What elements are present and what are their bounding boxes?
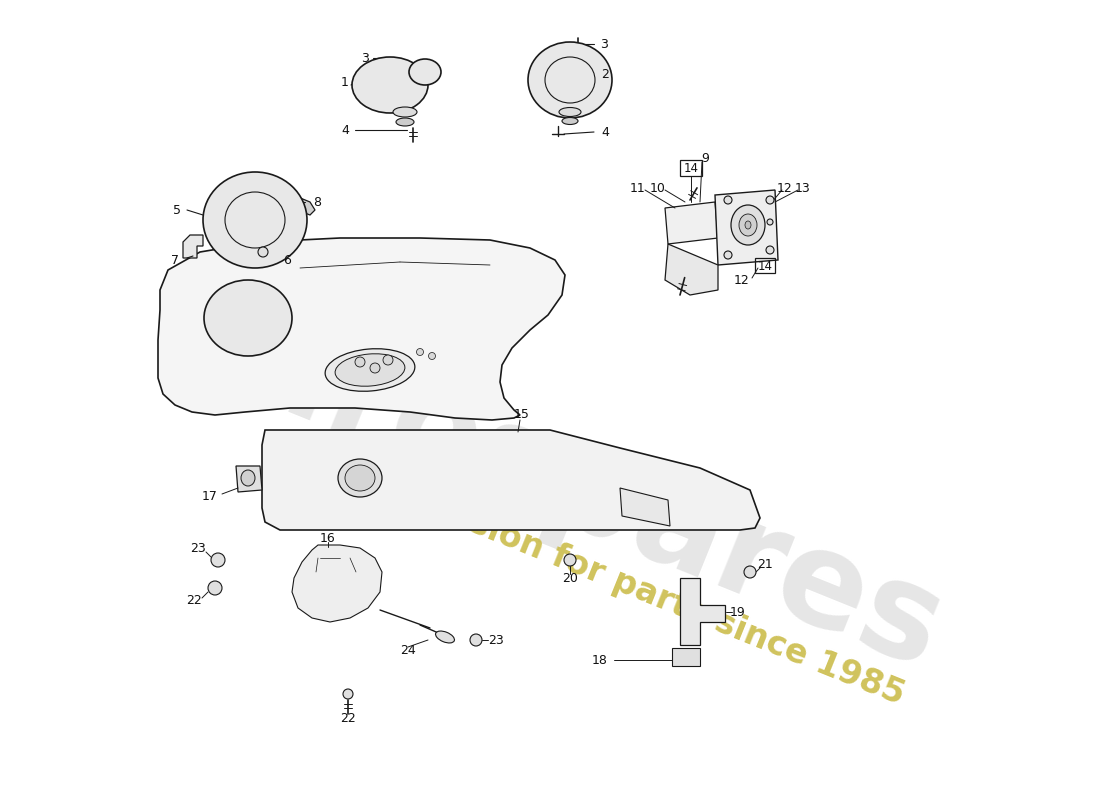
Text: 14: 14 [683, 162, 698, 174]
Circle shape [766, 246, 774, 254]
Ellipse shape [336, 354, 405, 386]
Polygon shape [292, 545, 382, 622]
Text: 16: 16 [320, 531, 336, 545]
Polygon shape [715, 190, 778, 265]
Circle shape [208, 581, 222, 595]
Text: 14: 14 [758, 259, 772, 273]
Ellipse shape [559, 107, 581, 117]
Text: 22: 22 [186, 594, 202, 606]
Ellipse shape [732, 205, 764, 245]
Ellipse shape [562, 118, 578, 125]
Polygon shape [262, 430, 760, 530]
Text: 21: 21 [757, 558, 773, 571]
Text: 8: 8 [314, 195, 321, 209]
Circle shape [766, 196, 774, 204]
Polygon shape [620, 488, 670, 526]
Text: 18: 18 [592, 654, 608, 666]
Polygon shape [666, 202, 718, 244]
Polygon shape [293, 195, 315, 215]
Text: 23: 23 [488, 634, 504, 646]
Text: 13: 13 [795, 182, 811, 194]
Polygon shape [666, 244, 718, 295]
Text: 9: 9 [701, 151, 708, 165]
Polygon shape [680, 578, 725, 645]
Text: 4: 4 [601, 126, 609, 138]
Polygon shape [183, 235, 204, 258]
Ellipse shape [745, 221, 751, 229]
Circle shape [744, 566, 756, 578]
Ellipse shape [436, 631, 454, 643]
Ellipse shape [345, 465, 375, 491]
Ellipse shape [528, 42, 612, 118]
Text: 24: 24 [400, 643, 416, 657]
Text: 23: 23 [190, 542, 206, 554]
Ellipse shape [396, 118, 414, 126]
Text: 5: 5 [173, 203, 182, 217]
Text: 12: 12 [777, 182, 793, 194]
Circle shape [370, 363, 379, 373]
Circle shape [724, 196, 732, 204]
FancyBboxPatch shape [672, 648, 700, 666]
Circle shape [564, 554, 576, 566]
Circle shape [429, 353, 436, 359]
Text: 7: 7 [170, 254, 179, 266]
Circle shape [211, 553, 226, 567]
Ellipse shape [739, 214, 757, 236]
Text: 3: 3 [601, 38, 608, 50]
Text: 11: 11 [630, 182, 646, 194]
Circle shape [724, 251, 732, 259]
Text: 6: 6 [283, 254, 290, 266]
Text: 15: 15 [514, 409, 530, 422]
Ellipse shape [204, 280, 292, 356]
Text: 20: 20 [562, 571, 578, 585]
Text: 12: 12 [734, 274, 750, 286]
Ellipse shape [338, 459, 382, 497]
Text: 3: 3 [361, 51, 368, 65]
Circle shape [355, 357, 365, 367]
Text: 19: 19 [730, 606, 746, 618]
Text: 17: 17 [202, 490, 218, 502]
Text: a passion for parts since 1985: a passion for parts since 1985 [371, 469, 910, 711]
Circle shape [417, 349, 424, 355]
Ellipse shape [204, 172, 307, 268]
Text: 22: 22 [340, 711, 356, 725]
Ellipse shape [352, 57, 428, 113]
Text: 2: 2 [601, 69, 609, 82]
Ellipse shape [326, 349, 415, 391]
Circle shape [343, 689, 353, 699]
Circle shape [767, 219, 773, 225]
Circle shape [470, 634, 482, 646]
Ellipse shape [393, 107, 417, 117]
Text: 4: 4 [341, 123, 349, 137]
Circle shape [258, 247, 268, 257]
Ellipse shape [409, 59, 441, 85]
Text: 10: 10 [650, 182, 666, 194]
Ellipse shape [241, 470, 255, 486]
Text: eurospares: eurospares [140, 265, 960, 695]
Circle shape [383, 355, 393, 365]
Text: 1: 1 [341, 75, 349, 89]
Polygon shape [236, 466, 262, 492]
Polygon shape [158, 238, 565, 420]
